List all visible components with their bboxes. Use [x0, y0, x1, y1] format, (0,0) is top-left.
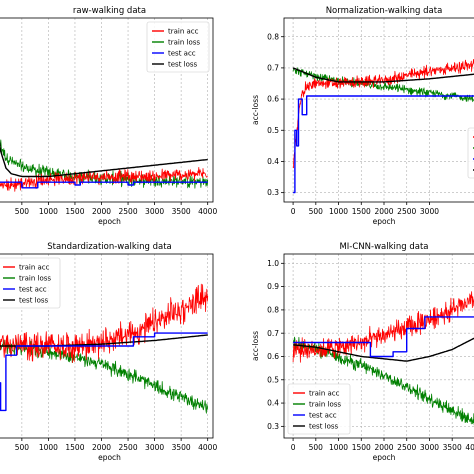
legend: train acc train loss test acc test loss [0, 257, 61, 309]
x-tick-label: 1500 [352, 207, 371, 216]
x-axis-label: epoch [98, 217, 121, 226]
series-line-train-acc [0, 167, 208, 192]
series-line-train-acc [292, 291, 474, 363]
y-tick-label: 1.0 [267, 259, 279, 268]
x-axis-label: epoch [98, 453, 121, 462]
x-tick-label: 2000 [374, 443, 393, 452]
legend-label: test acc [309, 412, 337, 420]
x-tick-label: 3000 [145, 207, 164, 216]
x-tick-label: 1500 [65, 207, 84, 216]
series-line-test-loss [292, 67, 474, 83]
y-axis-label: acc-loss [251, 331, 260, 361]
x-tick-label: 4000 [465, 443, 474, 452]
chart-panel-1: 500 1000 1500 2000 2500 3000 3500 4000 raw-walki… [0, 6, 217, 226]
series-line-train-loss [292, 67, 474, 103]
legend-label: train loss [19, 275, 51, 283]
x-tick-label: 1500 [65, 443, 84, 452]
series-line-test-acc [293, 316, 474, 358]
x-tick-label: 2500 [397, 443, 416, 452]
legend-label: test loss [309, 423, 339, 431]
x-tick-label: 500 [309, 207, 324, 216]
series-line-test-acc [0, 332, 208, 412]
x-tick-label: 500 [309, 443, 324, 452]
x-tick-label: 2500 [397, 207, 416, 216]
legend-label: test loss [168, 61, 198, 69]
x-tick-label: 1000 [39, 207, 58, 216]
series-line-test-loss [0, 140, 208, 178]
chart-panel-4: 050010001500200025003000350040000.30.40.… [251, 242, 474, 462]
chart-title: Standardization-walking data [47, 242, 172, 252]
x-tick-label: 4000 [198, 443, 217, 452]
series-line-train-loss [0, 339, 209, 414]
plot-area [292, 291, 474, 426]
x-tick-label: 2500 [119, 443, 138, 452]
x-tick-label: 2000 [92, 443, 111, 452]
chart-title: Normalization-walking data [326, 6, 443, 16]
series-line-test-acc [293, 95, 474, 194]
legend-label: train loss [168, 39, 200, 47]
plot-area [0, 283, 209, 414]
series-line-test-acc [0, 181, 208, 189]
legend-label: test acc [19, 286, 47, 294]
x-axis-label: epoch [373, 453, 396, 462]
x-axis-label: epoch [373, 217, 396, 226]
legend-label: train acc [19, 264, 50, 272]
x-tick-label: 3000 [420, 207, 439, 216]
series-line-train-loss [0, 139, 209, 189]
y-tick-label: 0.4 [267, 157, 279, 166]
x-tick-label: 3000 [145, 443, 164, 452]
chart-title: raw-walking data [73, 6, 146, 16]
chart-panel-2: 0 500 1000 1500 2000 2500 3000 0.3 0.4 0.5 0.6 0.7 0… [251, 6, 474, 226]
legend-label: train acc [168, 28, 199, 36]
chart-title: MI-CNN-walking data [339, 242, 428, 252]
x-tick-label: 1000 [39, 443, 58, 452]
legend-label: test acc [168, 50, 196, 58]
x-tick-label: 500 [15, 207, 30, 216]
y-tick-label: 0.6 [267, 95, 279, 104]
legend-label: test loss [19, 297, 49, 305]
y-tick-label: 0.5 [267, 126, 279, 135]
y-tick-label: 0.7 [267, 329, 279, 338]
x-tick-label: 0 [291, 443, 296, 452]
legend-label: train acc [309, 390, 340, 398]
y-tick-label: 0.6 [267, 352, 279, 361]
y-tick-label: 0.3 [267, 188, 279, 197]
y-tick-label: 0.7 [267, 63, 279, 72]
y-tick-label: 0.9 [267, 282, 279, 291]
y-axis-label: acc-loss [251, 95, 260, 125]
x-tick-label: 2000 [374, 207, 393, 216]
x-tick-label: 3000 [420, 443, 439, 452]
x-tick-label: 4000 [198, 207, 217, 216]
chart-panel-3: 500 1000 1500 2000 2500 3000 3500 4000 Standardi… [0, 242, 217, 462]
y-tick-label: 0.8 [267, 305, 279, 314]
y-tick-label: 0.8 [267, 32, 279, 41]
series-line-test-loss [293, 337, 474, 362]
legend: train acc train loss test acc test loss [287, 383, 351, 435]
plot-area [292, 59, 474, 194]
x-tick-label: 1000 [329, 443, 348, 452]
x-tick-label: 2000 [92, 207, 111, 216]
x-tick-label: 3500 [443, 443, 462, 452]
y-tick-label: 0.4 [267, 399, 279, 408]
x-tick-label: 1000 [329, 207, 348, 216]
x-tick-label: 2500 [119, 207, 138, 216]
y-tick-label: 0.5 [267, 375, 279, 384]
legend-box [146, 21, 210, 73]
x-tick-label: 0 [291, 207, 296, 216]
x-tick-label: 3500 [172, 207, 191, 216]
x-tick-label: 1500 [352, 443, 371, 452]
legend-label: train loss [309, 401, 341, 409]
legend: train acc train loss test acc test loss [146, 21, 210, 73]
plot-frame [283, 17, 474, 203]
legend-box [0, 257, 61, 309]
x-tick-label: 3500 [172, 443, 191, 452]
plot-area [0, 139, 209, 192]
y-tick-label: 0.3 [267, 422, 279, 431]
legend-box [467, 127, 474, 179]
legend-box [287, 383, 351, 435]
x-tick-label: 500 [15, 443, 30, 452]
